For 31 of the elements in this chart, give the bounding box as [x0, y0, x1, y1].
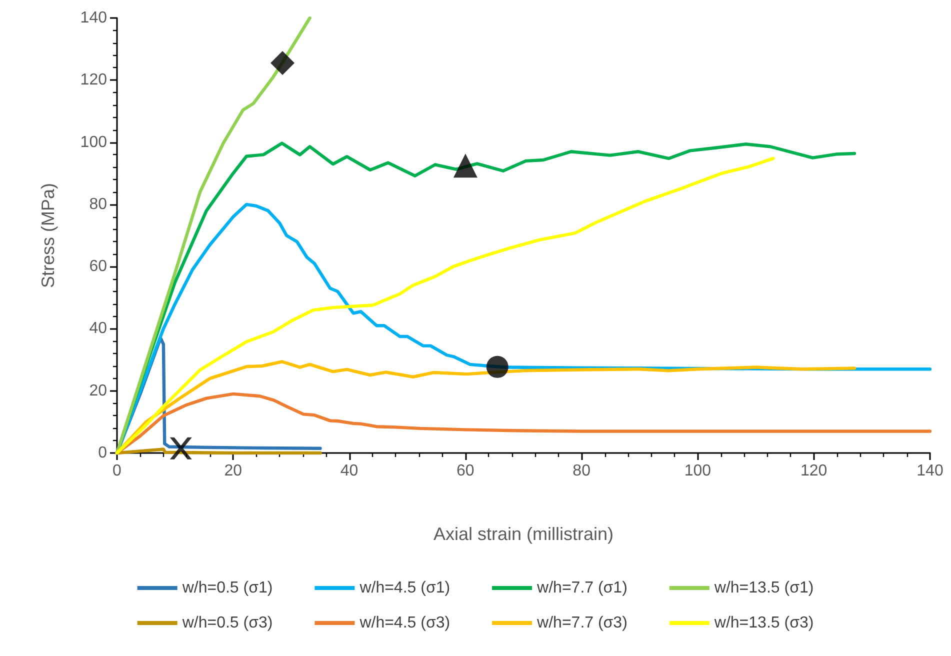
- legend-label: w/h=13.5 (σ3): [713, 614, 814, 632]
- x-tick-label: 80: [572, 462, 591, 480]
- y-tick-label: 20: [89, 382, 108, 400]
- y-axis-title: Stress (MPa): [38, 182, 58, 288]
- x-tick-label: 20: [224, 462, 242, 480]
- x-tick-label: 40: [340, 462, 358, 480]
- x-tick-label: 120: [800, 462, 828, 480]
- legend-label: w/h=4.5 (σ1): [358, 580, 450, 596]
- y-tick-label: 100: [80, 134, 108, 151]
- x-axis-title: Axial strain (millistrain): [433, 524, 614, 544]
- y-tick-label: 140: [80, 10, 108, 26]
- x-tick-label: 100: [684, 462, 712, 480]
- legend-label: w/h=4.5 (σ3): [358, 614, 450, 632]
- point: [170, 437, 192, 460]
- line-series: [115, 156, 775, 455]
- x-tick-label: 140: [916, 462, 944, 480]
- legend-label: w/h=0.5 (σ3): [181, 614, 273, 632]
- y-tick-label: 40: [89, 320, 108, 338]
- legend-label: w/h=7.7 (σ3): [536, 614, 628, 632]
- y-tick-label: 120: [80, 72, 108, 89]
- point: [453, 154, 478, 178]
- x-tick-label: 0: [112, 462, 122, 480]
- y-tick-label: 80: [89, 196, 108, 213]
- point: [486, 356, 508, 378]
- x-tick-label: 60: [456, 462, 474, 480]
- legend-label: w/h=13.5 (σ1): [713, 580, 814, 596]
- y-tick-label: 0: [98, 444, 108, 462]
- legend-label: w/h=7.7 (σ1): [536, 580, 628, 596]
- point: [270, 51, 295, 76]
- y-tick-label: 60: [89, 258, 108, 276]
- legend-label: w/h=0.5 (σ1): [181, 580, 273, 596]
